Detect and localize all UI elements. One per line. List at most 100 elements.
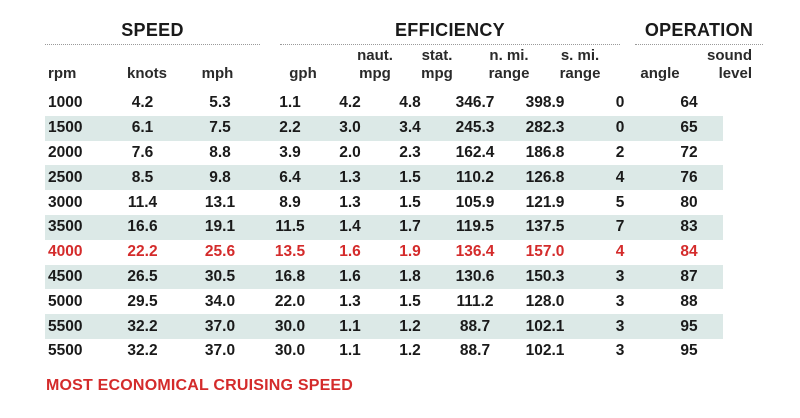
- cell-nmi-range: 162.4: [455, 143, 495, 161]
- cell-mph: 13.1: [204, 193, 236, 211]
- cell-sound: 95: [655, 314, 723, 339]
- cell-nmi-range: 105.9: [455, 193, 495, 211]
- cell-sound: 76: [655, 165, 723, 191]
- table-row: 5500 32.2 37.0 30.0 1.1 1.2 88.7 102.1 3 95: [45, 314, 763, 339]
- header-sound-line1: sound: [707, 47, 752, 64]
- cell-smi-range: 121.9: [525, 193, 565, 211]
- cell-rpm: 5500: [48, 342, 83, 360]
- cell-sound: 84: [680, 243, 698, 261]
- table-row: 2500 8.5 9.8 6.4 1.3 1.5 110.2 126.8 4 76: [45, 165, 763, 191]
- cell-rpm: 5000: [48, 292, 83, 310]
- group-title-operation: OPERATION: [644, 20, 754, 40]
- cell-rpm: 2000: [48, 143, 83, 161]
- cell-sound: 88: [680, 292, 698, 310]
- cell-smi-range: 282.3: [505, 115, 585, 141]
- group-title-speed: SPEED: [121, 20, 184, 40]
- cell-gph: 16.8: [255, 264, 325, 290]
- cell-smi-range: 186.8: [525, 143, 565, 161]
- header-rpm: rpm: [48, 65, 77, 82]
- cell-gph: 13.5: [274, 243, 306, 261]
- cell-knots: 32.2: [100, 314, 185, 339]
- cell-stat-mpg: 1.5: [375, 165, 445, 191]
- cell-sound: 80: [680, 193, 698, 211]
- header-smi-range: s. mi. range: [550, 47, 610, 83]
- cell-naut-mpg: 1.6: [339, 243, 361, 261]
- cell-angle: 3: [615, 342, 625, 360]
- cell-stat-mpg: 1.2: [375, 314, 445, 339]
- cell-smi-range: 157.0: [525, 243, 565, 261]
- cell-stat-mpg: 2.3: [399, 143, 421, 161]
- header-naut-mpg-line2: mpg: [359, 65, 391, 82]
- cell-angle: 3: [585, 314, 655, 339]
- header-gph: gph: [289, 65, 317, 82]
- footnote-economical-speed: MOST ECONOMICAL CRUISING SPEED: [46, 377, 354, 394]
- header-naut-mpg-line1: naut.: [357, 47, 393, 64]
- table-row: 4500 26.5 30.5 16.8 1.6 1.8 130.6 150.3 3 87: [45, 264, 763, 290]
- cell-rpm: 3000: [48, 193, 83, 211]
- cell-knots: 11.4: [127, 193, 158, 211]
- cell-mph: 19.1: [185, 214, 255, 240]
- cell-rpm: 1500: [45, 115, 100, 141]
- cell-stat-mpg: 1.5: [399, 193, 421, 211]
- cell-naut-mpg: 1.6: [325, 264, 375, 290]
- cell-knots: 6.1: [100, 115, 185, 141]
- header-nmi-range-line2: range: [488, 65, 530, 82]
- cell-knots: 22.2: [127, 243, 158, 261]
- cell-smi-range: 128.0: [525, 292, 565, 310]
- cell-stat-mpg: 1.5: [399, 292, 421, 310]
- header-nmi-range-line1: n. mi.: [489, 47, 529, 64]
- cell-gph: 22.0: [274, 292, 306, 310]
- header-stat-mpg-line2: mpg: [421, 65, 453, 82]
- header-smi-range-line2: range: [559, 65, 601, 82]
- cell-knots: 16.6: [100, 214, 185, 240]
- cell-nmi-range: 245.3: [445, 115, 505, 141]
- cell-gph: 30.0: [255, 314, 325, 339]
- cell-sound: 65: [655, 115, 723, 141]
- cell-smi-range: 102.1: [525, 342, 565, 360]
- cell-stat-mpg: 1.8: [375, 264, 445, 290]
- cell-knots: 29.5: [127, 292, 158, 310]
- cell-nmi-range: 88.7: [459, 342, 491, 360]
- group-title-efficiency: EFFICIENCY: [394, 20, 505, 40]
- cell-smi-range: 102.1: [505, 314, 585, 339]
- cell-knots: 8.5: [100, 165, 185, 191]
- cell-knots: 7.6: [131, 143, 154, 161]
- cell-stat-mpg: 3.4: [375, 115, 445, 141]
- cell-stat-mpg: 4.8: [399, 94, 421, 112]
- cell-rpm: 5500: [45, 314, 100, 339]
- cell-mph: 8.8: [209, 143, 231, 161]
- cell-stat-mpg: 1.7: [375, 214, 445, 240]
- cell-smi-range: 126.8: [505, 165, 585, 191]
- header-stat-mpg-line1: stat.: [421, 47, 453, 64]
- cell-smi-range: 137.5: [505, 214, 585, 240]
- cell-smi-range: 150.3: [505, 264, 585, 290]
- cell-knots: 26.5: [100, 264, 185, 290]
- cell-mph: 37.0: [204, 342, 236, 360]
- header-sound-level: sound level: [700, 47, 752, 83]
- cell-nmi-range: 88.7: [445, 314, 505, 339]
- cell-rpm: 1000: [48, 94, 83, 112]
- cell-angle: 0: [615, 94, 625, 112]
- cell-gph: 30.0: [274, 342, 306, 360]
- table-row: 5500 32.2 37.0 30.0 1.1 1.2 88.7 102.1 3 95: [45, 339, 763, 364]
- cell-rpm: 2500: [45, 165, 100, 191]
- table-row: 5000 29.5 34.0 22.0 1.3 1.5 111.2 128.0 3 88: [45, 289, 763, 314]
- header-sound-line2: level: [718, 65, 752, 82]
- cell-sound: 95: [680, 342, 698, 360]
- table-row: 1000 4.2 5.3 1.1 4.2 4.8 346.7 398.9 0 64: [45, 91, 763, 116]
- cell-naut-mpg: 1.1: [339, 342, 361, 360]
- performance-data-table: 1000 4.2 5.3 1.1 4.2 4.8 346.7 398.9 0 64 1500 6.1 7…: [45, 91, 763, 364]
- cell-gph: 6.4: [255, 165, 325, 191]
- cell-mph: 9.8: [185, 165, 255, 191]
- cell-stat-mpg: 1.2: [399, 342, 421, 360]
- cell-stat-mpg: 1.9: [399, 243, 421, 261]
- cell-angle: 0: [585, 115, 655, 141]
- cell-angle: 7: [585, 214, 655, 240]
- cell-rpm: 4000: [48, 243, 83, 261]
- header-naut-mpg: naut. mpg: [350, 47, 400, 83]
- cell-rpm: 3500: [45, 214, 100, 240]
- cell-nmi-range: 346.7: [455, 94, 495, 112]
- cell-mph: 34.0: [204, 292, 236, 310]
- cell-angle: 2: [615, 143, 625, 161]
